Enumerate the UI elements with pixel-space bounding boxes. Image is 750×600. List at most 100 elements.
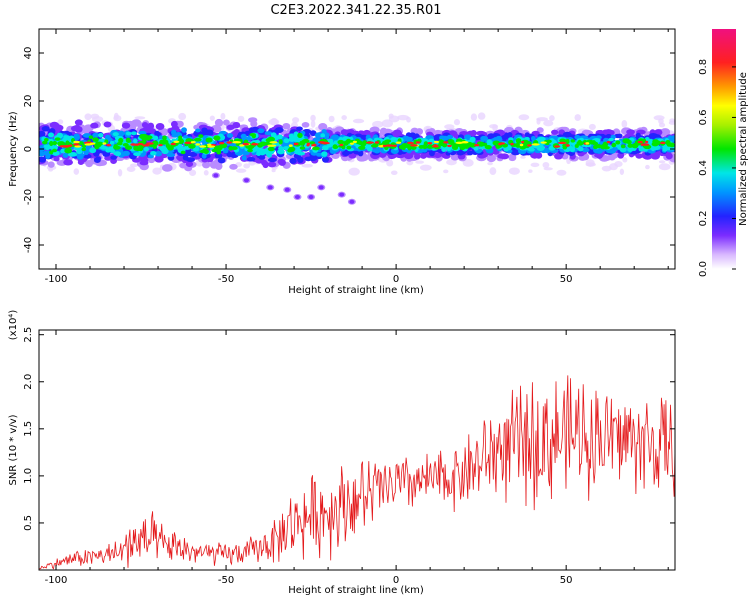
heat-cell <box>312 146 320 151</box>
heat-cell <box>614 160 623 167</box>
heat-cell <box>276 134 283 140</box>
heat-cell <box>462 158 474 167</box>
heat-cell <box>670 135 675 141</box>
heat-cell <box>96 141 104 146</box>
heat-cell <box>246 156 256 162</box>
heat-cell <box>357 150 364 157</box>
heat-cell <box>94 145 100 150</box>
stray-echo <box>284 187 290 192</box>
heat-cell <box>301 138 310 144</box>
heat-cell <box>495 144 501 149</box>
heat-cell <box>297 132 303 138</box>
heat-cell <box>144 135 153 140</box>
heat-cell <box>470 129 477 137</box>
heat-core <box>251 143 259 146</box>
heat-core <box>293 142 299 146</box>
heat-cell <box>178 112 187 121</box>
heat-cell <box>528 169 533 173</box>
heat-cell <box>615 140 621 145</box>
spectrogram-y-tick-label: -40 <box>23 237 34 253</box>
heat-cell <box>177 138 185 145</box>
heat-cell <box>620 144 626 149</box>
heat-cell <box>247 148 253 153</box>
heat-core <box>218 141 225 145</box>
heat-cell <box>645 164 650 170</box>
heat-cell <box>82 153 92 159</box>
heat-cell <box>665 139 671 145</box>
spectrogram-y-tick-label: -20 <box>23 189 34 205</box>
heat-cell <box>139 134 146 139</box>
spectrogram-y-ticks: -40 -20 0 20 40 <box>23 47 675 253</box>
spectrogram-y-tick-label: 20 <box>23 95 34 108</box>
heat-cell <box>229 163 238 170</box>
heat-cell <box>383 128 393 135</box>
heat-cell <box>188 151 198 158</box>
heat-cell <box>130 131 137 136</box>
colorbar-tick-label: 0.2 <box>698 211 709 227</box>
heat-cell <box>414 153 421 160</box>
heat-cell <box>91 116 104 123</box>
heat-cell <box>47 161 55 168</box>
heat-cell <box>223 136 230 143</box>
heat-core <box>392 144 397 147</box>
heat-cell <box>237 115 245 122</box>
heat-cell <box>162 135 167 141</box>
heat-cell <box>77 159 85 165</box>
heat-cell <box>309 130 317 137</box>
heat-cell <box>556 169 567 176</box>
heat-cell <box>569 146 576 153</box>
heat-cell <box>289 158 297 164</box>
heat-cell <box>133 152 141 157</box>
heat-cell <box>64 147 72 154</box>
stray-echo <box>318 185 324 190</box>
heat-cell <box>288 133 294 139</box>
heat-cell <box>92 137 99 142</box>
heat-cell <box>608 137 614 142</box>
heat-cell <box>619 146 627 153</box>
heat-cell <box>333 140 339 146</box>
colorbar-ticks: 0.0 0.2 0.4 0.6 0.8 <box>698 59 736 277</box>
heat-core <box>137 142 144 146</box>
heat-cell <box>546 139 552 144</box>
heat-cell <box>270 132 277 138</box>
heat-cell <box>348 167 360 176</box>
heat-core <box>520 140 525 144</box>
heat-cell <box>346 145 352 150</box>
colorbar-tick-label: 0.0 <box>698 261 709 277</box>
heat-cell <box>503 143 508 148</box>
heat-cell <box>588 123 596 130</box>
stray-echo <box>243 178 249 183</box>
heat-cell <box>161 148 169 155</box>
heat-cell <box>124 145 133 150</box>
snr-y-tick-label: 2.5 <box>23 327 34 343</box>
heat-cell <box>464 134 472 141</box>
stray-echo <box>294 195 300 199</box>
heat-cell <box>76 149 83 155</box>
heat-cell <box>611 143 616 147</box>
heat-cell <box>214 118 224 127</box>
heat-core <box>374 141 380 144</box>
heat-cell <box>658 122 666 128</box>
heat-cell <box>84 113 92 121</box>
heat-cell <box>72 125 81 132</box>
heat-cell <box>230 142 237 148</box>
heat-cell <box>188 169 197 176</box>
heat-cell <box>112 132 119 137</box>
heat-cell <box>256 150 262 156</box>
heat-core <box>207 143 212 146</box>
heat-cell <box>202 161 211 169</box>
heat-cell <box>576 140 584 146</box>
heat-cell <box>443 169 449 174</box>
heat-cell <box>179 162 188 169</box>
heat-cell <box>270 117 278 126</box>
heat-cell <box>118 137 124 144</box>
heat-cell <box>81 147 87 151</box>
snr-x-tick-label: 50 <box>560 575 573 586</box>
heat-cell <box>321 151 328 157</box>
heat-cell <box>543 120 554 127</box>
heat-cell <box>152 167 162 175</box>
stray-echo <box>339 192 345 197</box>
heat-cell <box>518 114 530 121</box>
heat-cell <box>337 139 345 145</box>
heat-cell <box>372 142 379 148</box>
